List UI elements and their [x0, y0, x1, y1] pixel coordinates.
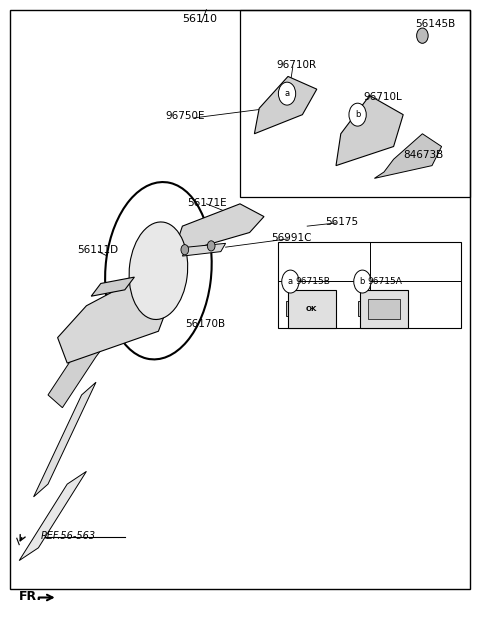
- Text: a: a: [288, 277, 293, 286]
- Text: a: a: [285, 89, 289, 98]
- Text: 96750E: 96750E: [166, 111, 205, 121]
- FancyBboxPatch shape: [358, 301, 364, 316]
- Polygon shape: [336, 96, 403, 166]
- Text: 96715A: 96715A: [368, 277, 403, 286]
- Circle shape: [181, 245, 189, 255]
- Circle shape: [278, 82, 296, 105]
- Text: 56171E: 56171E: [187, 197, 227, 208]
- Polygon shape: [182, 243, 226, 256]
- Text: 56111D: 56111D: [77, 245, 118, 255]
- Ellipse shape: [129, 222, 188, 320]
- Polygon shape: [19, 471, 86, 561]
- Text: b: b: [360, 277, 365, 286]
- Polygon shape: [374, 134, 442, 178]
- Circle shape: [354, 270, 371, 293]
- Text: REF.56-563: REF.56-563: [41, 531, 96, 541]
- Text: 56145B: 56145B: [415, 19, 456, 29]
- Text: 96715B: 96715B: [296, 277, 331, 286]
- Ellipse shape: [105, 182, 212, 359]
- Polygon shape: [58, 280, 168, 363]
- Polygon shape: [48, 306, 125, 408]
- Text: 84673B: 84673B: [403, 150, 444, 160]
- FancyBboxPatch shape: [360, 290, 408, 328]
- Circle shape: [417, 28, 428, 43]
- FancyBboxPatch shape: [368, 299, 400, 319]
- Text: 56991C: 56991C: [271, 233, 312, 243]
- Text: b: b: [355, 110, 360, 119]
- FancyBboxPatch shape: [286, 301, 292, 316]
- Circle shape: [207, 241, 215, 251]
- Text: 96710L: 96710L: [364, 92, 403, 102]
- Text: OK: OK: [305, 306, 317, 312]
- Polygon shape: [254, 76, 317, 134]
- Circle shape: [282, 270, 299, 293]
- Polygon shape: [34, 382, 96, 497]
- Text: 96710R: 96710R: [276, 60, 316, 70]
- Polygon shape: [91, 277, 134, 296]
- Polygon shape: [173, 204, 264, 255]
- Text: 56175: 56175: [325, 217, 359, 227]
- Text: 56170B: 56170B: [185, 318, 225, 329]
- Text: FR.: FR.: [19, 590, 42, 603]
- FancyBboxPatch shape: [288, 290, 336, 328]
- Text: 56110: 56110: [182, 14, 217, 24]
- Circle shape: [349, 103, 366, 126]
